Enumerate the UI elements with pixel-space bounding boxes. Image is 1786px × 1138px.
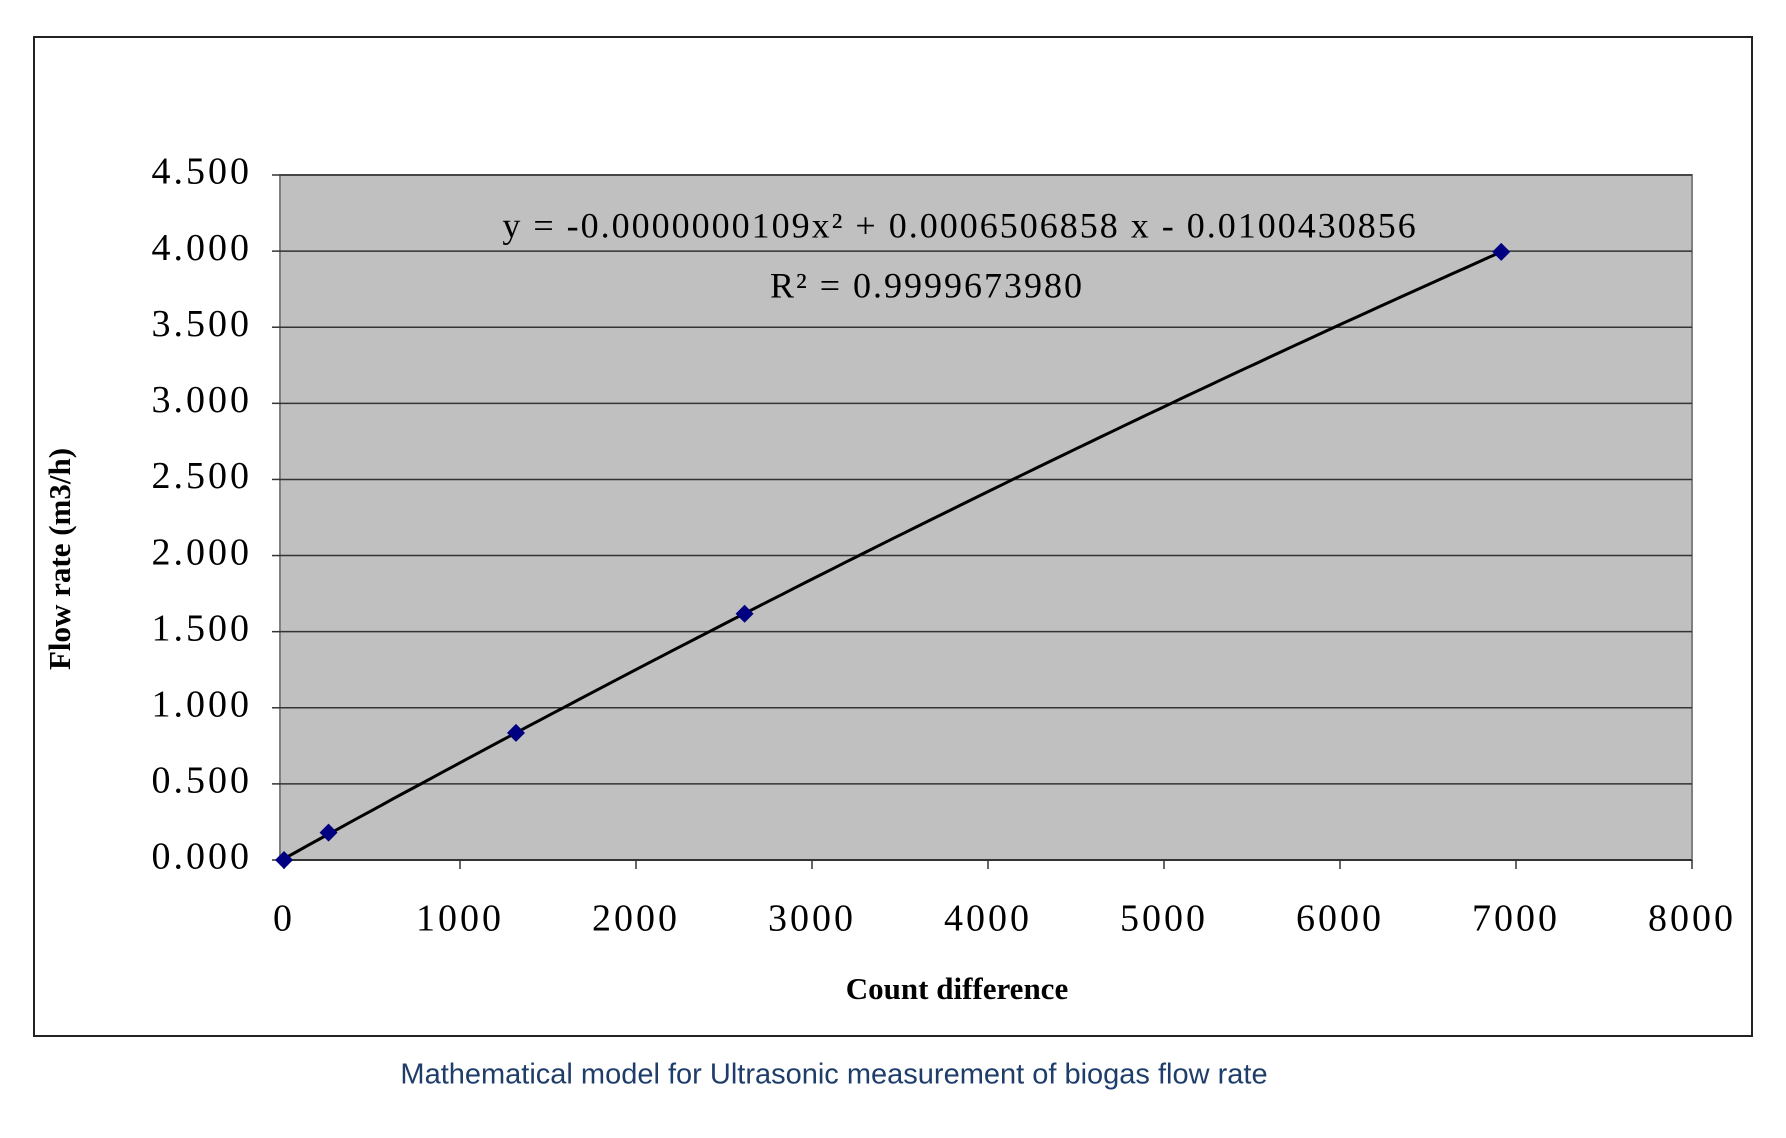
- y-tick-label: 1.000: [152, 683, 253, 725]
- y-tick-label: 0.500: [152, 760, 253, 802]
- x-tick-label: 5000: [1120, 898, 1208, 940]
- x-tick-label: 6000: [1296, 898, 1384, 940]
- x-tick-label: 1000: [416, 898, 504, 940]
- x-tick-label: 2000: [592, 898, 680, 940]
- y-tick-label: 3.000: [152, 379, 253, 421]
- data-point: [1492, 242, 1511, 261]
- caption: Mathematical model for Ultrasonic measur…: [400, 1059, 1267, 1091]
- y-tick-label: 3.500: [152, 303, 253, 345]
- y-tick-label: 2.500: [152, 455, 253, 497]
- plot-background: [279, 174, 1693, 861]
- y-tick-label: 0.000: [152, 836, 253, 878]
- x-tick-label: 8000: [1648, 898, 1736, 940]
- r-squared: R² = 0.9999673980: [770, 265, 1084, 305]
- y-tick-label: 4.000: [152, 227, 253, 269]
- y-tick-label: 1.500: [152, 607, 253, 649]
- x-axis-label: Count difference: [846, 971, 1068, 1006]
- x-tick-label: 7000: [1472, 898, 1560, 940]
- data-point: [735, 604, 754, 623]
- data-point: [319, 823, 338, 842]
- y-tick-label: 2.000: [152, 531, 253, 573]
- trendline: [283, 250, 1502, 861]
- x-tick-label: 0: [273, 898, 295, 940]
- y-axis-label: Flow rate (m3/h): [42, 448, 77, 670]
- data-point: [275, 851, 293, 869]
- x-tick-label: 4000: [944, 898, 1032, 940]
- y-tick-label: 4.500: [152, 151, 253, 193]
- equation: y = -0.0000000109x² + 0.0006506858 x - 0…: [502, 205, 1417, 245]
- x-tick-label: 3000: [768, 898, 856, 940]
- data-point: [506, 723, 525, 742]
